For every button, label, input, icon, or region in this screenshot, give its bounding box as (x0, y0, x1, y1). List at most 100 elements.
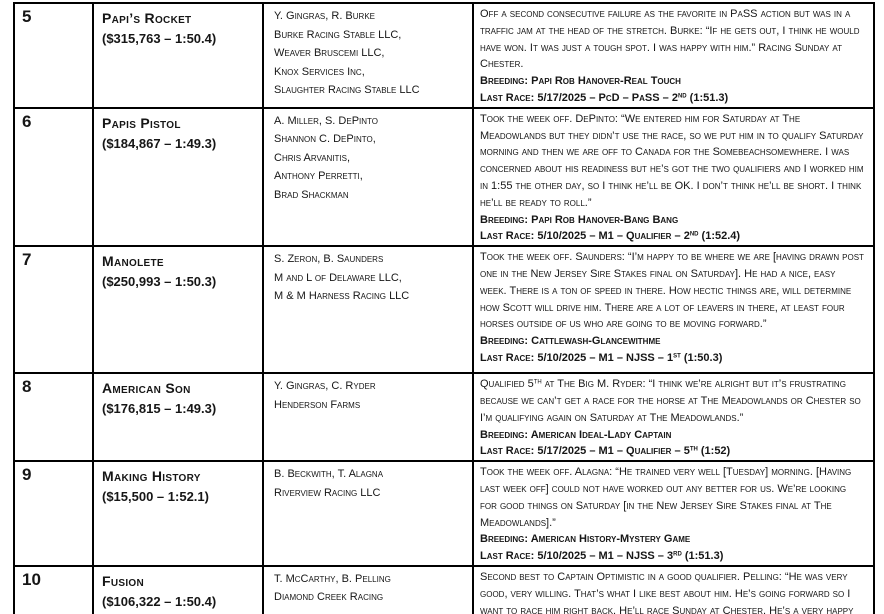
horse-name: Papi’s Rocket (102, 10, 192, 26)
breeding-label: Breeding: (480, 335, 529, 348)
last-race-value: 5/17/2025 – M1 – Qualifier – 5th (1:52) (537, 443, 731, 458)
horse-cell: Manolete ($250,993 – 1:50.3) (92, 245, 264, 375)
text-segment: at The Big M. Ryder: “I think we’re alri… (480, 378, 861, 424)
comment-cell: Took the week off. DePinto: “We entered … (472, 106, 875, 248)
text-segment: 5/10/2025 – M1 – NJSS – 1 (537, 351, 674, 364)
entries-table: 5 Papi’s Rocket ($315,763 – 1:50.4) Y. G… (13, 2, 875, 614)
connections-cell: A. Miller, S. DePinto Shannon C. DePinto,… (262, 106, 474, 248)
post-position: 10 (22, 569, 41, 589)
earnings-record: ($184,867 – 1:49.3) (102, 135, 217, 151)
comment-cell: Qualified 5th at The Big M. Ryder: “I th… (472, 372, 875, 463)
horse-cell: American Son ($176,815 – 1:49.3) (92, 372, 264, 463)
last-race-line: Last Race: 5/10/2025 – M1 – NJSS – 3rd (… (480, 548, 865, 564)
breeding-value: American History-Mystery Game (530, 533, 691, 546)
connections-list: A. Miller, S. DePinto Shannon C. DePinto,… (274, 112, 468, 205)
connection-line: Y. Gingras, R. Burke (274, 10, 375, 22)
horse-name: Fusion (102, 572, 145, 589)
post-position: 7 (22, 250, 32, 270)
ordinal-superscript: th (689, 443, 698, 453)
comment-text: Second best to Captain Optimistic in a g… (480, 569, 865, 614)
entry-row: 5 Papi’s Rocket ($315,763 – 1:50.4) Y. G… (13, 2, 875, 109)
connection-line: Weaver Bruscemi LLC, (274, 47, 385, 59)
connections-list: B. Beckwith, T. Alagna Riverview Racing L… (274, 465, 468, 502)
entry-row: 9 Making History ($15,500 – 1:52.1) B. B… (13, 460, 875, 567)
ordinal-superscript: nd (689, 228, 699, 238)
earnings-record: ($106,322 – 1:50.4) (102, 593, 217, 609)
breeding-value: Papi Rob Hanover-Real Touch (531, 75, 681, 88)
connection-line: B. Beckwith, T. Alagna (274, 468, 384, 481)
post-position-cell: 5 (13, 2, 94, 109)
entries-tbody: 5 Papi’s Rocket ($315,763 – 1:50.4) Y. G… (13, 2, 875, 614)
last-race-line: Last Race: 5/10/2025 – M1 – Qualifier – … (480, 228, 865, 244)
text-segment: (1:52.4) (698, 230, 741, 243)
connection-line: Diamond Creek Racing (274, 591, 384, 604)
post-position-cell: 7 (13, 245, 94, 375)
breeding-line: Breeding: Papi Rob Hanover-Real Touch (480, 73, 865, 90)
breeding-line: Breeding: Papi Rob Hanover-Bang Bang (480, 212, 865, 229)
connections-cell: T. McCarthy, B. Pelling Diamond Creek Rac… (262, 564, 474, 614)
breeding-label: Breeding: (480, 533, 529, 546)
comment-cell: Took the week off. Alagna: “He trained v… (472, 460, 875, 567)
last-race-value: 5/10/2025 – M1 – NJSS – 1st (1:50.3) (537, 350, 723, 364)
last-race-label: Last Race: (480, 91, 535, 104)
comment-text: Off a second consecutive failure as the … (480, 6, 865, 73)
entry-row: 6 Papis Pistol ($184,867 – 1:49.3) A. Mi… (13, 106, 875, 248)
last-race-line: Last Race: 5/17/2025 – PcD – PaSS – 2nd … (480, 90, 865, 106)
text-segment: (1:52) (697, 445, 731, 458)
breeding-label: Breeding: (480, 75, 529, 88)
connections-list: S. Zeron, B. Saunders M and L of Delaware… (274, 250, 468, 306)
text-segment: Qualified 5 (480, 378, 534, 391)
entry-row: 7 Manolete ($250,993 – 1:50.3) S. Zeron,… (13, 245, 875, 375)
post-position-cell: 6 (13, 106, 94, 248)
connection-line: S. Zeron, B. Saunders (274, 253, 384, 266)
horse-cell: Making History ($15,500 – 1:52.1) (92, 460, 264, 567)
breeding-line: Breeding: Cattlewash-Glancewithme (480, 333, 865, 350)
connection-line: Y. Gingras, C. Ryder (274, 380, 376, 393)
horse-cell: Fusion ($106,322 – 1:50.4) (92, 564, 264, 614)
connection-line: Chris Arvanitis, (274, 151, 351, 164)
last-race-line: Last Race: 5/17/2025 – M1 – Qualifier – … (480, 443, 865, 459)
text-segment: 5/17/2025 – PcD – PaSS – 2 (537, 91, 678, 104)
comment-text: Took the week off. Alagna: “He trained v… (480, 464, 865, 531)
comment-text: Took the week off. DePinto: “We entered … (480, 111, 865, 212)
connection-line: Brad Shackman (274, 188, 349, 201)
earnings-record: ($250,993 – 1:50.3) (102, 274, 217, 290)
connections-cell: B. Beckwith, T. Alagna Riverview Racing L… (262, 460, 474, 567)
ordinal-superscript: nd (677, 90, 687, 100)
connection-line: Riverview Racing LLC (274, 486, 381, 499)
connection-line: M & M Harness Racing LLC (274, 290, 410, 303)
connections-cell: Y. Gingras, R. Burke Burke Racing Stable … (262, 2, 474, 109)
post-position-cell: 8 (13, 372, 94, 463)
earnings-record: ($176,815 – 1:49.3) (102, 401, 217, 417)
text-segment: Took the week off. Alagna: “He trained v… (480, 466, 852, 529)
earnings-record: ($315,763 – 1:50.4) (102, 31, 217, 46)
horse-name: Manolete (102, 253, 164, 270)
post-position-cell: 9 (13, 460, 94, 567)
text-segment: Took the week off. DePinto: “We entered … (480, 112, 864, 209)
horse-cell: Papi’s Rocket ($315,763 – 1:50.4) (92, 2, 264, 109)
last-race-label: Last Race: (480, 230, 535, 243)
last-race-value: 5/10/2025 – M1 – Qualifier – 2nd (1:52.4… (537, 228, 741, 243)
horse-cell: Papis Pistol ($184,867 – 1:49.3) (92, 106, 264, 248)
text-segment: 5/17/2025 – M1 – Qualifier – 5 (537, 445, 690, 458)
entry-row: 8 American Son ($176,815 – 1:49.3) Y. Gi… (13, 372, 875, 463)
connections-list: Y. Gingras, C. Ryder Henderson Farms (274, 377, 468, 414)
comment-cell: Second best to Captain Optimistic in a g… (472, 564, 875, 614)
comment-cell: Took the week off. Saunders: “I’m happy … (472, 245, 875, 375)
connections-cell: S. Zeron, B. Saunders M and L of Delaware… (262, 245, 474, 375)
connection-line: T. McCarthy, B. Pelling (274, 572, 391, 585)
text-segment: Off a second consecutive failure as the … (480, 8, 860, 71)
last-race-line: Last Race: 5/10/2025 – M1 – NJSS – 1st (… (480, 350, 865, 367)
post-position-cell: 10 (13, 564, 94, 614)
connection-line: Shannon C. DePinto, (274, 133, 376, 146)
text-segment: (1:51.3) (686, 91, 729, 104)
last-race-value: 5/10/2025 – M1 – NJSS – 3rd (1:51.3) (537, 549, 723, 562)
breeding-value: Cattlewash-Glancewithme (531, 335, 661, 348)
breeding-label: Breeding: (480, 428, 529, 441)
text-segment: (1:50.3) (680, 351, 723, 364)
connection-line: Burke Racing Stable LLC, (274, 28, 402, 41)
ordinal-superscript: th (533, 376, 542, 386)
horse-name: American Son (102, 380, 191, 397)
ordinal-superscript: st (673, 350, 681, 360)
connection-line: M and L of Delaware LLC, (274, 271, 402, 284)
